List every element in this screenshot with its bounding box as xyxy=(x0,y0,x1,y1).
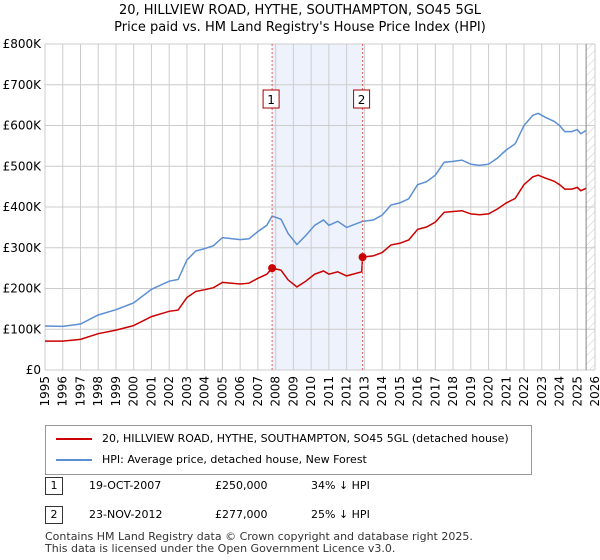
x-tick-label: 2024 xyxy=(553,376,567,407)
transaction-hpi: 25% ↓ HPI xyxy=(311,508,370,521)
sale-label: 1 xyxy=(267,93,275,107)
x-tick-label: 1999 xyxy=(109,376,123,407)
x-tick-label: 1995 xyxy=(38,376,52,407)
sale-label-box xyxy=(262,89,280,109)
x-tick-label: 2001 xyxy=(144,376,158,407)
y-tick-label: £600K xyxy=(3,119,43,133)
x-tick-label: 2022 xyxy=(517,376,531,407)
y-tick-label: £500K xyxy=(3,159,43,173)
legend-item-hpi: HPI: Average price, detached house, New … xyxy=(56,453,367,466)
y-tick-label: £400K xyxy=(3,200,43,214)
x-tick-label: 2000 xyxy=(127,376,141,407)
sale-point xyxy=(358,253,367,262)
transaction-price: £277,000 xyxy=(215,508,268,521)
y-tick-label: £800K xyxy=(3,37,43,51)
x-tick-label: 2016 xyxy=(411,376,425,407)
x-tick-label: 2008 xyxy=(269,376,283,407)
sale-point xyxy=(268,264,277,273)
transaction-date: 19-OCT-2007 xyxy=(89,479,162,492)
x-tick-label: 2011 xyxy=(322,376,336,407)
x-tick-label: 2018 xyxy=(446,376,460,407)
x-tick-label: 2012 xyxy=(340,376,354,407)
chart-title: 20, HILLVIEW ROAD, HYTHE, SOUTHAMPTON, S… xyxy=(118,3,482,18)
x-tick-label: 2006 xyxy=(233,376,247,407)
transaction-price: £250,000 xyxy=(215,479,268,492)
y-tick-label: £0 xyxy=(26,363,41,377)
x-tick-label: 1998 xyxy=(91,376,105,407)
footer-copyright: Contains HM Land Registry data © Crown c… xyxy=(45,530,473,543)
transaction-number: 2 xyxy=(45,506,63,524)
x-tick-label: 2003 xyxy=(180,376,194,407)
y-tick-label: £300K xyxy=(3,241,43,255)
x-tick-label: 2014 xyxy=(375,376,389,407)
legend-item-property: 20, HILLVIEW ROAD, HYTHE, SOUTHAMPTON, S… xyxy=(56,432,509,445)
transaction-number: 1 xyxy=(45,477,63,495)
x-tick-label: 2005 xyxy=(215,376,229,407)
legend-label: 20, HILLVIEW ROAD, HYTHE, SOUTHAMPTON, S… xyxy=(102,432,509,445)
x-tick-label: 1996 xyxy=(56,376,70,407)
red-line-swatch xyxy=(56,437,92,440)
footer-licence: This data is licensed under the Open Gov… xyxy=(45,542,396,555)
transaction-hpi: 34% ↓ HPI xyxy=(311,479,370,492)
transaction-date: 23-NOV-2012 xyxy=(89,508,163,521)
legend: 20, HILLVIEW ROAD, HYTHE, SOUTHAMPTON, S… xyxy=(45,425,532,475)
x-tick-label: 2015 xyxy=(393,376,407,407)
x-tick-label: 2017 xyxy=(428,376,442,407)
x-tick-label: 2025 xyxy=(570,376,584,407)
y-tick-label: £200K xyxy=(3,282,43,296)
x-tick-label: 2009 xyxy=(286,376,300,407)
x-tick-label: 1997 xyxy=(73,376,87,407)
x-tick-label: 2010 xyxy=(304,376,318,407)
footer: Contains HM Land Registry data © Crown c… xyxy=(45,531,473,555)
sale-label: 2 xyxy=(358,93,366,107)
x-tick-label: 2023 xyxy=(535,376,549,407)
x-tick-label: 2019 xyxy=(464,376,478,407)
x-tick-label: 2026 xyxy=(588,376,600,407)
x-tick-label: 2007 xyxy=(251,376,265,407)
y-tick-label: £700K xyxy=(3,78,43,92)
x-tick-label: 2020 xyxy=(482,376,496,407)
x-tick-label: 2013 xyxy=(357,376,371,407)
x-tick-label: 2002 xyxy=(162,376,176,407)
y-tick-label: £100K xyxy=(3,322,43,336)
legend-label: HPI: Average price, detached house, New … xyxy=(102,453,367,466)
sale-label-box xyxy=(353,89,371,109)
blue-line-swatch xyxy=(56,458,92,461)
x-tick-label: 2004 xyxy=(198,376,212,407)
chart-subtitle: Price paid vs. HM Land Registry's House … xyxy=(114,20,486,35)
x-tick-label: 2021 xyxy=(499,376,513,407)
